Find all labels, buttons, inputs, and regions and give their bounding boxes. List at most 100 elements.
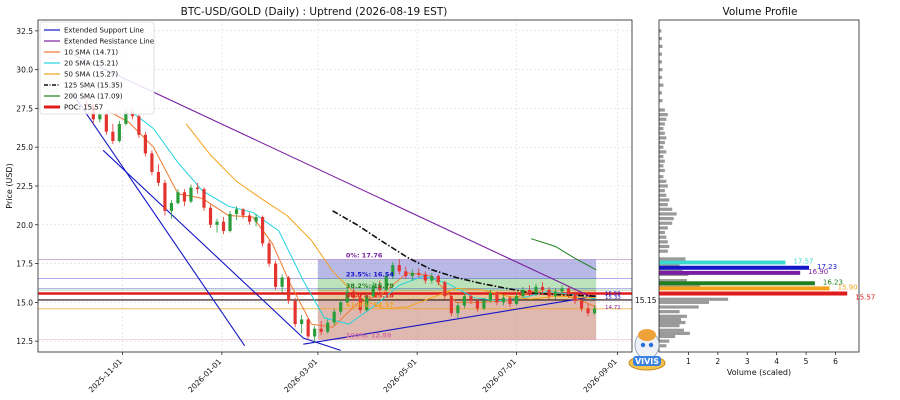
volume-profile-title: Volume Profile <box>722 6 797 18</box>
y-tick-label: 25.0 <box>16 143 33 152</box>
candle-body <box>469 296 473 301</box>
candle-body <box>443 282 447 297</box>
candle-body <box>495 293 499 303</box>
candle-body <box>488 293 493 301</box>
volume-bar <box>659 122 665 126</box>
50-sma-line <box>185 123 597 310</box>
volume-bar <box>659 216 674 221</box>
volume-bar <box>659 240 668 244</box>
volume-bar <box>659 113 668 117</box>
candle-body <box>195 187 200 190</box>
volume-level-label: 15.57 <box>855 294 875 302</box>
20-sma-line <box>128 109 597 325</box>
candle-body <box>456 305 460 314</box>
volume-level-label: 17.57 <box>793 257 813 265</box>
volume-bar <box>659 193 667 197</box>
volume-bar <box>659 344 667 348</box>
volume-bar <box>659 60 662 64</box>
y-tick-label: 27.5 <box>16 104 33 113</box>
candle-body <box>182 192 187 202</box>
candle-body <box>143 134 148 154</box>
volume-bar <box>659 279 687 283</box>
volume-bar <box>659 334 676 339</box>
main-chart-title: BTC-USD/GOLD (Daily) : Uptrend (2026-08-… <box>181 6 448 18</box>
price-level-label: 14.71 <box>605 305 621 311</box>
x-tick-label: 2025-11-01 <box>87 357 124 394</box>
support-line <box>102 149 341 351</box>
candle-body <box>98 114 102 120</box>
candle-body <box>417 272 421 275</box>
y-tick-label: 12.5 <box>16 337 33 346</box>
125-sma-line <box>332 210 597 297</box>
candle-body <box>137 116 141 135</box>
candle-body <box>215 221 219 225</box>
candle-body <box>306 319 310 337</box>
volume-x-tick-label: 1 <box>686 357 691 366</box>
legend-label: 50 SMA (15.27) <box>64 71 118 79</box>
candle-body <box>547 289 551 297</box>
fibonacci-zone <box>317 259 597 279</box>
candle-body <box>221 221 226 231</box>
volume-bar <box>659 83 664 87</box>
volume-bar <box>659 159 665 163</box>
volume-bar <box>659 310 680 314</box>
fibonacci-zone <box>317 299 597 310</box>
volume-bar <box>659 136 667 140</box>
candle-body <box>384 275 388 290</box>
y-axis-label: Price (USD) <box>5 163 14 208</box>
candle-body <box>566 288 571 295</box>
price-level-label: 15.59 <box>605 291 621 297</box>
volume-bar <box>659 324 680 328</box>
volume-bar-highlight <box>659 281 815 286</box>
candle-body <box>586 308 590 314</box>
volume-x-tick-label: 2 <box>715 357 720 366</box>
candle-body <box>117 123 121 142</box>
fibonacci-level-label: 50.0%: 15.18 <box>346 292 394 300</box>
legend-label: 10 SMA (14.71) <box>64 49 118 57</box>
candle-body <box>208 207 213 225</box>
x-tick-label: 2026-03-01 <box>282 357 319 394</box>
candle-body <box>313 328 317 337</box>
candle-body <box>436 275 440 283</box>
volume-bar <box>659 328 684 332</box>
volume-bar <box>659 300 709 304</box>
candle-body <box>573 294 577 301</box>
candle-body <box>241 209 245 216</box>
candle-body <box>280 277 284 287</box>
volume-bar <box>659 179 667 183</box>
fibonacci-level-label: 61.8%: 14.57 <box>346 301 394 309</box>
legend-label: Extended Resistance Line <box>64 38 154 46</box>
candle-body <box>592 308 597 314</box>
volume-x-axis-label: Volume (scaled) <box>727 368 791 377</box>
volume-level-label: 15.90 <box>838 283 858 291</box>
candle-body <box>169 203 174 211</box>
volume-bar <box>659 235 667 239</box>
candle-body <box>267 243 271 264</box>
volume-x-tick-label: 3 <box>745 357 750 366</box>
moving-averages <box>106 109 597 328</box>
candlesticks <box>85 99 597 343</box>
legend-label: 125 SMA (15.35) <box>64 82 123 90</box>
candle-body <box>521 289 525 297</box>
volume-level-label: 17.23 <box>817 263 837 271</box>
volume-bar <box>659 230 665 235</box>
volume-profile-bars <box>659 29 848 348</box>
volume-bar <box>659 257 686 261</box>
support-line <box>303 295 597 345</box>
candle-body <box>534 286 538 294</box>
legend-box <box>39 21 155 115</box>
volume-x-tick-label: 4 <box>774 357 779 366</box>
volume-bar <box>659 263 680 267</box>
candle-body <box>339 302 343 312</box>
resistance-line <box>71 53 597 300</box>
fibonacci-level-label: 23.5%: 16.54 <box>346 270 394 278</box>
volume-bar <box>659 212 677 216</box>
candle-body <box>332 311 336 323</box>
y-tick-label: 22.5 <box>16 182 33 191</box>
candle-body <box>189 187 193 202</box>
x-tick-label: 2026-07-01 <box>481 357 518 394</box>
volume-bar <box>659 221 673 225</box>
